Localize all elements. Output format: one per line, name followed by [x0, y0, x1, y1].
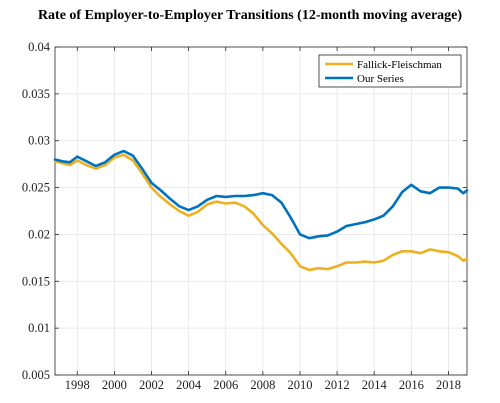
- x-tick-label: 1998: [65, 378, 90, 392]
- x-tick-label: 2016: [399, 378, 424, 392]
- series-line-fallick-fleischman: [53, 153, 469, 272]
- x-tick-label: 2004: [176, 378, 202, 392]
- x-tick-label: 2012: [325, 378, 350, 392]
- x-tick-label: 2008: [250, 378, 275, 392]
- legend-label: Our Series: [357, 73, 404, 85]
- legend-label: Fallick-Fleischman: [357, 59, 442, 71]
- series-lines: [53, 149, 469, 272]
- series-line-our-series: [53, 149, 469, 240]
- y-tick-label: 0.02: [28, 227, 50, 241]
- legend: Fallick-Fleischman Our Series: [318, 54, 462, 88]
- x-tick-label: 2018: [436, 378, 461, 392]
- chart-title: Rate of Employer-to-Employer Transitions…: [37, 8, 463, 23]
- y-tick-label: 0.025: [22, 181, 50, 195]
- y-axis-tick-labels: 0.005 0.01 0.015 0.02 0.025 0.03 0.035 0.04: [22, 40, 51, 382]
- y-tick-label: 0.005: [22, 368, 50, 382]
- grid: [55, 46, 467, 376]
- x-tick-label: 2010: [287, 378, 312, 392]
- y-tick-label: 0.015: [22, 274, 50, 288]
- x-axis-tick-labels: 1998 2000 2002 2004 2006 2008 2010 2012 2014 2016…: [65, 378, 461, 392]
- x-tick-label: 2006: [213, 378, 238, 392]
- x-tick-label: 2002: [139, 378, 164, 392]
- y-tick-label: 0.04: [28, 40, 51, 54]
- y-tick-label: 0.03: [28, 134, 50, 148]
- legend-box: [318, 54, 462, 88]
- x-tick-label: 2000: [102, 378, 127, 392]
- x-tick-label: 2014: [362, 378, 388, 392]
- y-tick-label: 0.01: [28, 321, 50, 335]
- y-tick-label: 0.035: [22, 87, 50, 101]
- plot-area: [54, 46, 468, 376]
- axis-ticks: [55, 46, 467, 376]
